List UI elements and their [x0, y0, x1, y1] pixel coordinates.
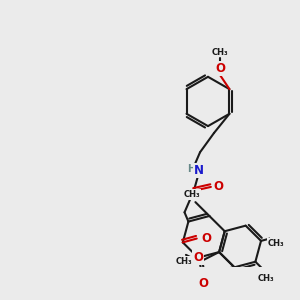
- Text: O: O: [193, 251, 203, 264]
- Text: CH₃: CH₃: [184, 190, 201, 199]
- Text: N: N: [194, 164, 204, 177]
- Text: CH₃: CH₃: [268, 238, 284, 247]
- Text: CH₃: CH₃: [212, 48, 229, 57]
- Text: O: O: [214, 180, 224, 194]
- Text: CH₃: CH₃: [176, 256, 193, 266]
- Text: CH₃: CH₃: [258, 274, 275, 283]
- Text: O: O: [198, 277, 208, 290]
- Text: O: O: [215, 62, 225, 75]
- Text: H: H: [187, 164, 195, 174]
- Text: O: O: [201, 232, 211, 245]
